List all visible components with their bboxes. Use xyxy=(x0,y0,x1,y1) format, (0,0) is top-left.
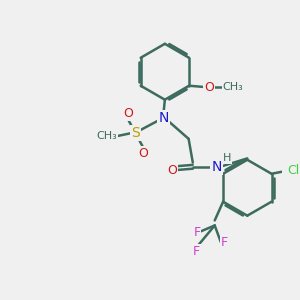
Text: F: F xyxy=(221,236,228,249)
Text: CH₃: CH₃ xyxy=(96,131,117,141)
Text: Cl: Cl xyxy=(288,164,300,178)
Text: O: O xyxy=(123,106,133,120)
Text: N: N xyxy=(212,160,222,174)
Text: F: F xyxy=(193,226,200,239)
Text: CH₃: CH₃ xyxy=(223,82,243,92)
Text: O: O xyxy=(204,81,214,94)
Text: F: F xyxy=(193,245,200,258)
Text: H: H xyxy=(223,153,231,164)
Text: O: O xyxy=(167,164,177,178)
Text: O: O xyxy=(138,147,148,160)
Text: N: N xyxy=(158,111,169,125)
Text: S: S xyxy=(131,126,140,140)
